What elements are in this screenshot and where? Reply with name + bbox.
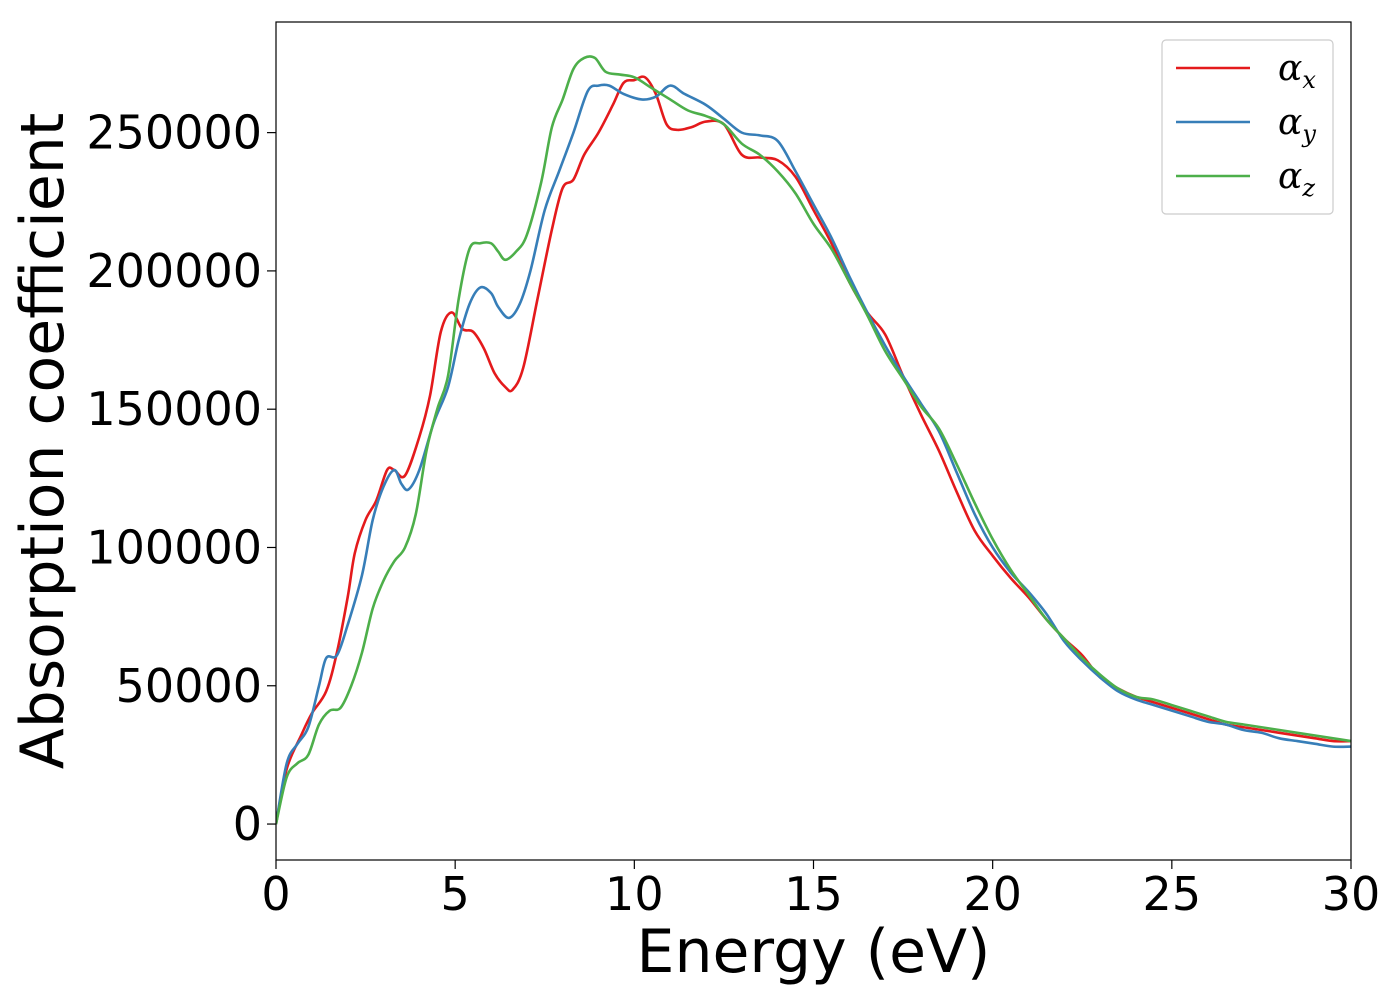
x-tick-label: 20 [963, 867, 1022, 921]
y-tick-label: 100000 [86, 520, 262, 574]
series-line-z [276, 55, 1351, 825]
y-tick-label: 150000 [86, 382, 262, 436]
x-tick-label: 25 [1143, 867, 1202, 921]
legend: αx αy αz [1161, 39, 1334, 215]
legend-label-z: αz [1278, 156, 1315, 202]
y-tick-label: 250000 [86, 106, 262, 160]
x-axis-label: Energy (eV) [637, 917, 991, 987]
x-tick-label: 5 [441, 867, 470, 921]
legend-label-y: αy [1278, 102, 1316, 148]
x-tick-label: 0 [261, 867, 290, 921]
y-tick-label: 0 [233, 797, 262, 851]
axis-ticks: 0 5 10 15 20 25 30 0 50000 100000 150000 200000 2500… [86, 106, 1380, 921]
x-tick-label: 15 [784, 867, 843, 921]
legend-box [1161, 39, 1334, 215]
series-line-y [276, 83, 1351, 825]
legend-label-x: αx [1278, 48, 1316, 94]
y-tick-label: 50000 [116, 659, 262, 713]
y-tick-label: 200000 [86, 244, 262, 298]
x-tick-label: 30 [1322, 867, 1381, 921]
y-axis-label: Absorption coefficient [8, 113, 78, 770]
series-layer [276, 55, 1351, 825]
x-tick-label: 10 [605, 867, 664, 921]
